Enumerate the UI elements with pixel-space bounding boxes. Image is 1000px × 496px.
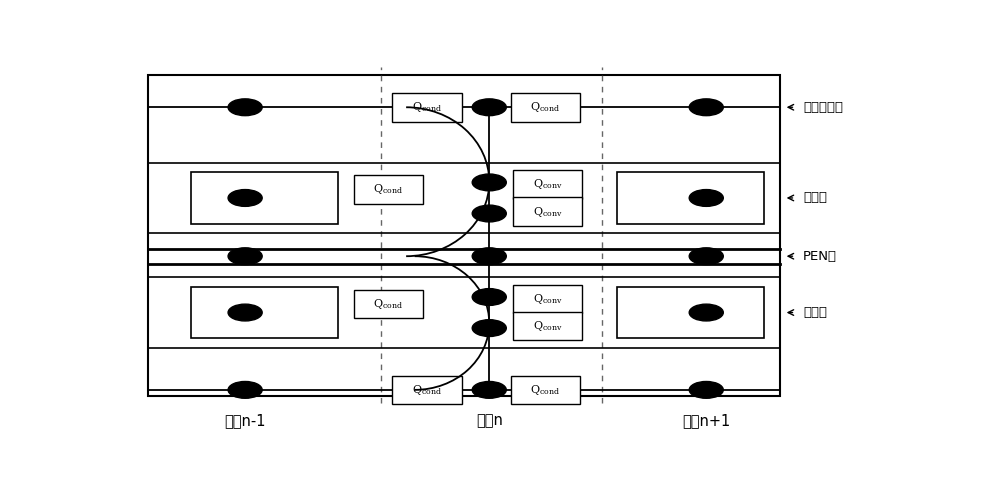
Circle shape	[689, 189, 723, 206]
Circle shape	[689, 248, 723, 264]
Bar	[512, 285, 582, 313]
Bar	[511, 93, 580, 122]
Text: Q$_\mathregular{cond}$: Q$_\mathregular{cond}$	[373, 183, 404, 196]
Bar	[392, 93, 462, 122]
Circle shape	[472, 320, 506, 336]
Text: Q$_\mathregular{conv}$: Q$_\mathregular{conv}$	[533, 319, 562, 333]
Circle shape	[228, 248, 262, 264]
Text: 节点n-1: 节点n-1	[224, 413, 266, 428]
Text: Q$_\mathregular{cond}$: Q$_\mathregular{cond}$	[412, 383, 442, 397]
Bar	[511, 375, 580, 404]
Circle shape	[689, 99, 723, 116]
Text: 节点n+1: 节点n+1	[682, 413, 730, 428]
Bar	[617, 287, 764, 338]
Circle shape	[689, 381, 723, 398]
Circle shape	[472, 174, 506, 191]
Text: Q$_\mathregular{cond}$: Q$_\mathregular{cond}$	[412, 100, 442, 114]
Text: 节点n: 节点n	[476, 413, 503, 428]
Text: Q$_\mathregular{conv}$: Q$_\mathregular{conv}$	[533, 205, 562, 219]
Bar	[354, 175, 423, 204]
Text: PEN层: PEN层	[803, 249, 837, 263]
Circle shape	[472, 289, 506, 306]
Circle shape	[228, 381, 262, 398]
Circle shape	[472, 381, 506, 398]
Circle shape	[472, 99, 506, 116]
Bar	[191, 172, 338, 224]
Text: Q$_\mathregular{conv}$: Q$_\mathregular{conv}$	[533, 178, 562, 191]
Circle shape	[228, 304, 262, 321]
Bar	[512, 312, 582, 340]
Circle shape	[472, 205, 506, 222]
Text: 金属连接体: 金属连接体	[803, 101, 843, 114]
Bar	[617, 172, 764, 224]
Bar	[354, 290, 423, 318]
Text: 空气层: 空气层	[803, 191, 827, 204]
Text: Q$_\mathregular{conv}$: Q$_\mathregular{conv}$	[533, 292, 562, 306]
Text: 燃料层: 燃料层	[803, 306, 827, 319]
Text: Q$_\mathregular{cond}$: Q$_\mathregular{cond}$	[530, 100, 560, 114]
Circle shape	[472, 248, 506, 264]
Circle shape	[228, 189, 262, 206]
Bar	[148, 75, 780, 396]
Bar	[512, 170, 582, 199]
Circle shape	[228, 99, 262, 116]
Circle shape	[689, 304, 723, 321]
Text: Q$_\mathregular{cond}$: Q$_\mathregular{cond}$	[530, 383, 560, 397]
Bar	[512, 197, 582, 226]
Bar	[392, 375, 462, 404]
Text: Q$_\mathregular{cond}$: Q$_\mathregular{cond}$	[373, 297, 404, 311]
Bar	[191, 287, 338, 338]
